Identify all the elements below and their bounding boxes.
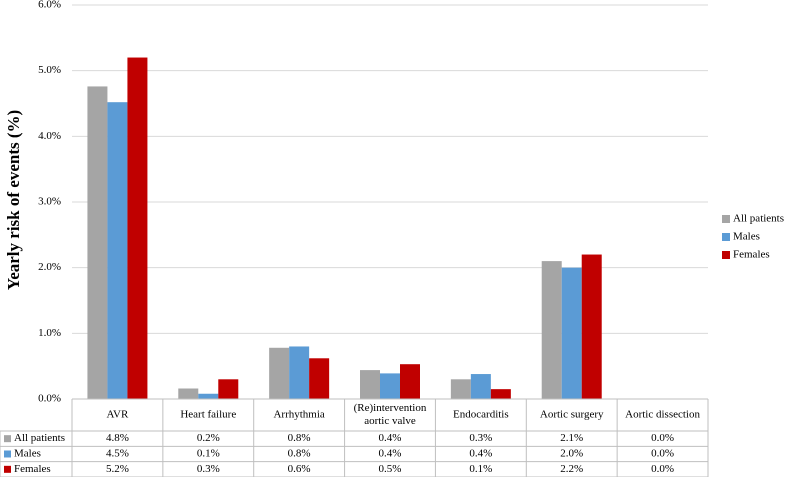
data-label: 0.8%	[288, 448, 311, 460]
legend-label: All patients	[733, 213, 784, 225]
bar	[178, 388, 199, 399]
table-series-key	[4, 465, 11, 473]
bar	[541, 261, 562, 399]
table-series-name: Males	[14, 448, 41, 460]
y-tick-label: 6.0%	[38, 0, 61, 11]
data-label: 0.3%	[197, 463, 220, 475]
bar	[490, 389, 511, 399]
legend-label: Females	[733, 249, 770, 261]
legend-swatch	[722, 251, 730, 259]
data-label: 0.2%	[197, 432, 220, 444]
bar	[289, 346, 310, 399]
data-label: 0.4%	[469, 448, 492, 460]
y-tick-label: 3.0%	[38, 196, 61, 208]
data-label: 2.0%	[560, 448, 583, 460]
bar	[561, 267, 582, 399]
table-series-name: Females	[14, 463, 51, 475]
data-label: 0.4%	[379, 448, 402, 460]
table-series-key	[4, 435, 11, 443]
data-label: 4.8%	[106, 432, 129, 444]
category-label: (Re)intervention	[354, 402, 427, 414]
data-label: 4.5%	[106, 448, 129, 460]
bar	[127, 57, 148, 400]
bar	[309, 358, 330, 399]
data-label: 0.4%	[379, 432, 402, 444]
y-axis: 0.0% 1.0% 2.0% 3.0% 4.0% 5.0% 6.0%	[38, 0, 61, 405]
bar	[87, 86, 108, 399]
bar	[360, 370, 380, 399]
data-label: 0.6%	[288, 463, 311, 475]
category-label: AVR	[107, 409, 129, 421]
y-tick-label: 0.0%	[38, 393, 61, 405]
y-tick-label: 1.0%	[38, 327, 61, 339]
category-label: Arrhythmia	[273, 409, 324, 421]
category-label: Aortic dissection	[625, 409, 700, 421]
category-label: Heart failure	[180, 409, 236, 421]
data-label: 0.0%	[651, 448, 674, 460]
bar	[380, 373, 400, 399]
data-label: 2.2%	[560, 463, 583, 475]
data-label: 0.0%	[651, 463, 674, 475]
bar	[198, 393, 219, 399]
data-label: 0.8%	[288, 432, 311, 444]
bar	[218, 379, 239, 399]
data-label: 2.1%	[560, 432, 583, 444]
legend-label: Males	[733, 231, 760, 243]
legend-swatch	[722, 215, 730, 223]
bar	[107, 102, 128, 399]
bar	[581, 254, 602, 399]
category-label: Aortic surgery	[540, 409, 604, 421]
y-tick-label: 4.0%	[38, 130, 61, 142]
legend-swatch	[722, 233, 730, 241]
table-series-key	[4, 450, 11, 458]
data-label: 0.5%	[379, 463, 402, 475]
bars	[87, 57, 602, 400]
bar	[470, 374, 491, 399]
data-label: 0.1%	[197, 448, 220, 460]
data-label: 0.3%	[469, 432, 492, 444]
bar	[269, 347, 290, 399]
y-axis-label: Yearly risk of events (%)	[4, 110, 23, 290]
data-label: 0.0%	[651, 432, 674, 444]
data-label: 0.1%	[469, 463, 492, 475]
legend: All patients Males Females	[722, 213, 784, 261]
data-label: 5.2%	[106, 463, 129, 475]
bar	[400, 364, 420, 399]
category-label: Endocarditis	[453, 409, 509, 421]
data-table: AVR Heart failure Arrhythmia (Re)interventi…	[0, 398, 709, 477]
gridlines	[72, 4, 708, 334]
category-label: aortic valve	[364, 415, 416, 427]
y-tick-label: 5.0%	[38, 64, 61, 76]
bar	[450, 379, 471, 399]
y-tick-label: 2.0%	[38, 261, 61, 273]
table-series-name: All patients	[14, 432, 65, 444]
